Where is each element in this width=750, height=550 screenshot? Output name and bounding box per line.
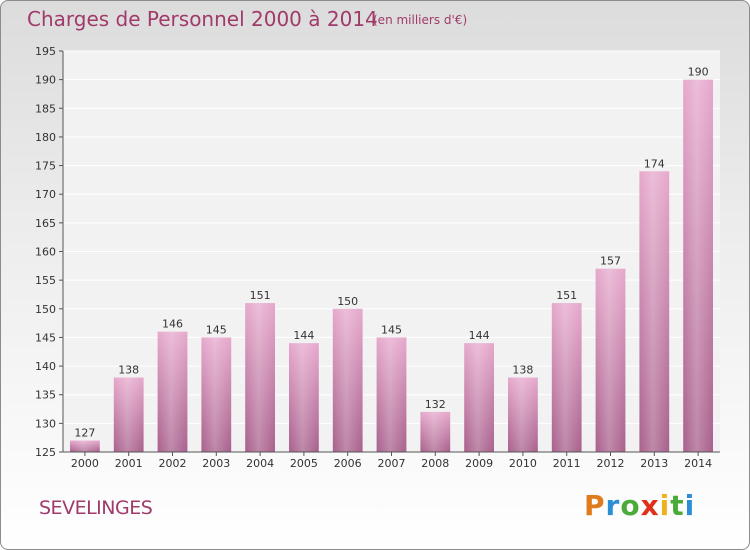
value-label-2002: 146	[162, 318, 183, 331]
x-tick-label-2002: 2002	[159, 457, 187, 470]
y-tick-label: 165	[35, 217, 56, 230]
x-tick-label-2010: 2010	[509, 457, 537, 470]
value-label-2001: 138	[118, 364, 139, 377]
bar-shine-2008	[420, 411, 451, 452]
y-tick-label: 135	[35, 389, 56, 402]
bar-shine-2001	[113, 377, 144, 452]
chart-subtitle: (en milliers d'€)	[373, 13, 468, 27]
value-label-2003: 145	[206, 323, 227, 336]
value-label-2011: 151	[556, 289, 577, 302]
x-tick-label-2008: 2008	[421, 457, 449, 470]
y-tick-label: 180	[35, 131, 56, 144]
y-tick-label: 185	[35, 102, 56, 115]
bar-shine-2005	[289, 343, 319, 452]
y-tick-label: 195	[35, 45, 56, 58]
bar-shine-2010	[508, 377, 538, 452]
y-tick-label: 190	[35, 74, 56, 87]
value-label-2012: 157	[600, 255, 621, 268]
x-tick-label-2012: 2012	[597, 457, 625, 470]
x-tick-label-2013: 2013	[640, 457, 668, 470]
value-label-2000: 127	[74, 427, 95, 440]
y-tick-label: 175	[35, 160, 56, 173]
y-tick-label: 150	[35, 303, 56, 316]
y-tick-label: 125	[35, 446, 56, 459]
x-tick-label-2000: 2000	[71, 457, 99, 470]
value-label-2009: 144	[469, 329, 490, 342]
value-label-2007: 145	[381, 323, 402, 336]
value-label-2010: 138	[512, 364, 533, 377]
x-tick-label-2001: 2001	[115, 457, 143, 470]
x-tick-label-2005: 2005	[290, 457, 318, 470]
bar-shine-2000	[70, 440, 100, 452]
x-tick-label-2003: 2003	[202, 457, 230, 470]
bars: 127 138 146 145 151 144 150 145 132 144 138 151 157 1…	[70, 66, 713, 453]
bar-shine-2012	[595, 268, 626, 452]
bar-shine-2011	[551, 303, 582, 452]
value-label-2013: 174	[644, 157, 665, 170]
axes: 125 130 135 140 145 150 155 160 165 170 175 180 185 1…	[35, 45, 720, 470]
bar-shine-2013	[639, 171, 670, 453]
y-tick-label: 140	[35, 360, 56, 373]
bar-shine-2009	[464, 343, 494, 452]
bar-shine-2014	[683, 79, 713, 453]
x-tick-label-2009: 2009	[465, 457, 493, 470]
chart-title: Charges de Personnel 2000 à 2014	[27, 7, 378, 31]
x-tick-label-2011: 2011	[553, 457, 581, 470]
y-tick-label: 160	[35, 246, 56, 259]
y-tick-label: 170	[35, 188, 56, 201]
x-tick-label-2014: 2014	[684, 457, 712, 470]
value-label-2008: 132	[425, 398, 446, 411]
proxiti-logo: Proxiti	[584, 489, 696, 522]
value-label-2005: 144	[293, 329, 314, 342]
value-label-2006: 150	[337, 295, 358, 308]
value-label-2004: 151	[250, 289, 271, 302]
commune-name: SEVELINGES	[39, 497, 153, 519]
bar-shine-2002	[157, 331, 188, 452]
bar-shine-2003	[201, 337, 232, 452]
y-tick-label: 145	[35, 331, 56, 344]
x-tick-label-2004: 2004	[246, 457, 274, 470]
y-tick-label: 130	[35, 417, 56, 430]
bar-shine-2004	[245, 303, 275, 452]
bar-shine-2006	[332, 308, 363, 452]
x-tick-label-2006: 2006	[334, 457, 362, 470]
value-label-2014: 190	[688, 66, 709, 79]
bar-shine-2007	[376, 337, 407, 452]
y-tick-label: 155	[35, 274, 56, 287]
x-tick-label-2007: 2007	[378, 457, 406, 470]
